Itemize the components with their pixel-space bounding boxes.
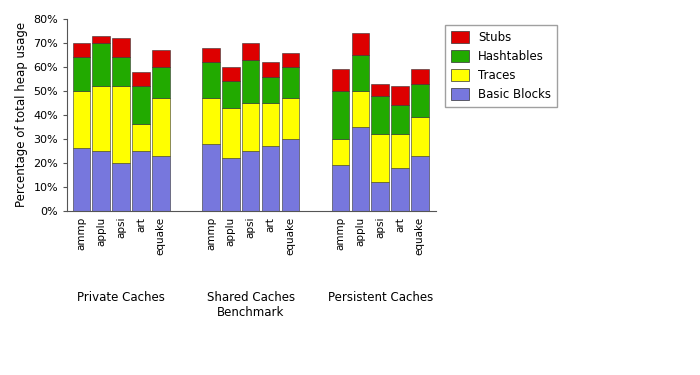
Bar [371, 134, 389, 182]
Bar [351, 91, 369, 127]
Bar [73, 57, 90, 91]
Bar [391, 134, 409, 168]
Bar [332, 139, 349, 165]
Bar [371, 84, 389, 96]
Bar [411, 117, 428, 156]
Bar [281, 53, 299, 67]
Bar [371, 96, 389, 134]
Bar [391, 105, 409, 134]
Bar [92, 36, 110, 43]
Bar [92, 151, 110, 211]
Y-axis label: Percentage of total heap usage: Percentage of total heap usage [15, 22, 28, 207]
Bar [222, 108, 239, 158]
Bar [371, 182, 389, 211]
Bar [222, 81, 239, 108]
Bar [132, 72, 150, 86]
Bar [202, 144, 220, 211]
Bar [332, 165, 349, 211]
Bar [391, 86, 409, 105]
Bar [241, 43, 260, 60]
Bar [112, 57, 130, 86]
Bar [411, 69, 428, 84]
Bar [222, 158, 239, 211]
Text: Shared Caches
Benchmark: Shared Caches Benchmark [206, 291, 295, 319]
Bar [241, 60, 260, 103]
Bar [152, 50, 169, 67]
Bar [132, 124, 150, 151]
Bar [281, 98, 299, 139]
Bar [112, 163, 130, 211]
Bar [391, 168, 409, 211]
Bar [132, 151, 150, 211]
Bar [411, 84, 428, 117]
Bar [73, 148, 90, 211]
Bar [222, 67, 239, 81]
Bar [112, 38, 130, 57]
Legend: Stubs, Hashtables, Traces, Basic Blocks: Stubs, Hashtables, Traces, Basic Blocks [445, 25, 557, 106]
Bar [262, 62, 279, 76]
Bar [411, 156, 428, 211]
Bar [351, 33, 369, 55]
Bar [152, 98, 169, 156]
Bar [202, 98, 220, 144]
Text: Private Caches: Private Caches [77, 291, 165, 304]
Bar [332, 69, 349, 91]
Bar [241, 151, 260, 211]
Bar [262, 103, 279, 146]
Bar [152, 156, 169, 211]
Bar [281, 139, 299, 211]
Text: Persistent Caches: Persistent Caches [328, 291, 433, 304]
Bar [152, 67, 169, 98]
Bar [92, 43, 110, 86]
Bar [281, 67, 299, 98]
Bar [202, 62, 220, 98]
Bar [92, 86, 110, 151]
Bar [332, 91, 349, 139]
Bar [262, 146, 279, 211]
Bar [112, 86, 130, 163]
Bar [351, 55, 369, 91]
Bar [241, 103, 260, 151]
Bar [202, 48, 220, 62]
Bar [73, 43, 90, 57]
Bar [73, 91, 90, 148]
Bar [262, 76, 279, 103]
Bar [351, 127, 369, 211]
Bar [132, 86, 150, 124]
